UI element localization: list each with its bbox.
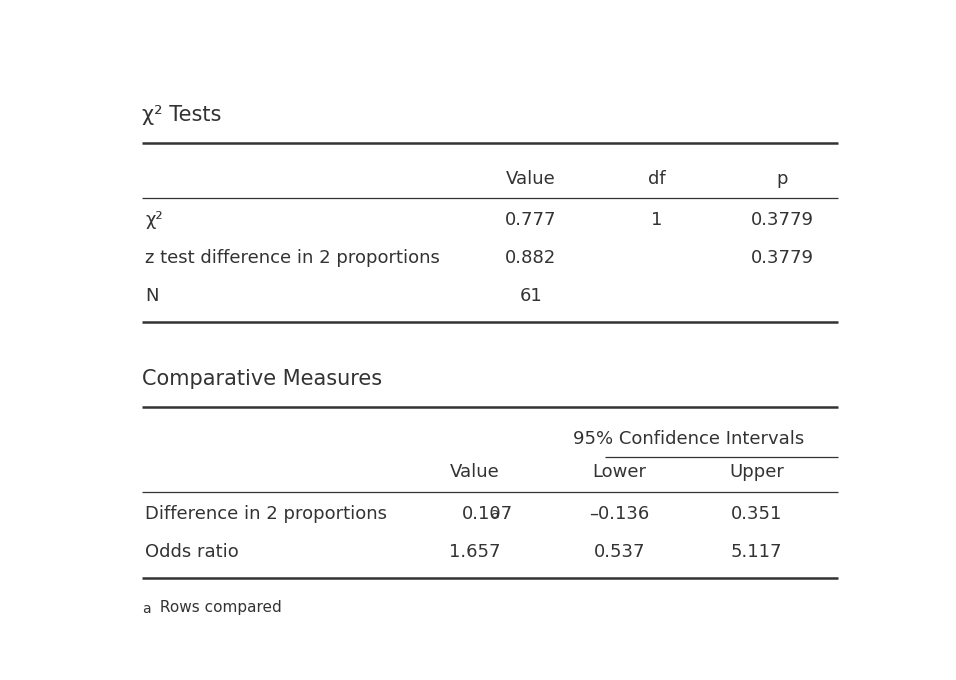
Text: Value: Value bbox=[506, 169, 555, 188]
Text: p: p bbox=[777, 169, 789, 188]
Text: Upper: Upper bbox=[729, 463, 784, 481]
Text: χ² Tests: χ² Tests bbox=[141, 105, 221, 125]
Text: 0.537: 0.537 bbox=[594, 543, 645, 561]
Text: df: df bbox=[648, 169, 665, 188]
Text: Lower: Lower bbox=[593, 463, 646, 481]
Text: 5.117: 5.117 bbox=[731, 543, 782, 561]
Text: Value: Value bbox=[450, 463, 500, 481]
Text: 0.882: 0.882 bbox=[505, 249, 556, 267]
Text: Rows compared: Rows compared bbox=[155, 600, 282, 615]
Text: 61: 61 bbox=[519, 287, 542, 305]
Text: 0.351: 0.351 bbox=[731, 505, 782, 523]
Text: 1: 1 bbox=[651, 211, 663, 229]
Text: 1.657: 1.657 bbox=[449, 543, 501, 561]
Text: 0.3779: 0.3779 bbox=[751, 211, 815, 229]
Text: 0.107: 0.107 bbox=[462, 505, 513, 523]
Text: a: a bbox=[489, 507, 499, 521]
Text: z test difference in 2 proportions: z test difference in 2 proportions bbox=[145, 249, 441, 267]
Text: 0.777: 0.777 bbox=[505, 211, 556, 229]
Text: 0.3779: 0.3779 bbox=[751, 249, 815, 267]
Text: –0.136: –0.136 bbox=[590, 505, 650, 523]
Text: 95% Confidence Intervals: 95% Confidence Intervals bbox=[573, 430, 804, 448]
Text: a: a bbox=[141, 602, 150, 615]
Text: χ²: χ² bbox=[145, 211, 163, 229]
Text: N: N bbox=[145, 287, 159, 305]
Text: Difference in 2 proportions: Difference in 2 proportions bbox=[145, 505, 387, 523]
Text: Comparative Measures: Comparative Measures bbox=[141, 369, 381, 389]
Text: Odds ratio: Odds ratio bbox=[145, 543, 239, 561]
